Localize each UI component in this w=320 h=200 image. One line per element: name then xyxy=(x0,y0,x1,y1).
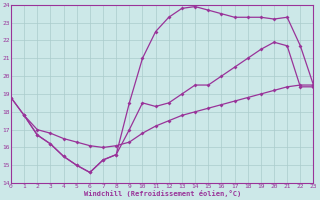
X-axis label: Windchill (Refroidissement éolien,°C): Windchill (Refroidissement éolien,°C) xyxy=(84,190,241,197)
